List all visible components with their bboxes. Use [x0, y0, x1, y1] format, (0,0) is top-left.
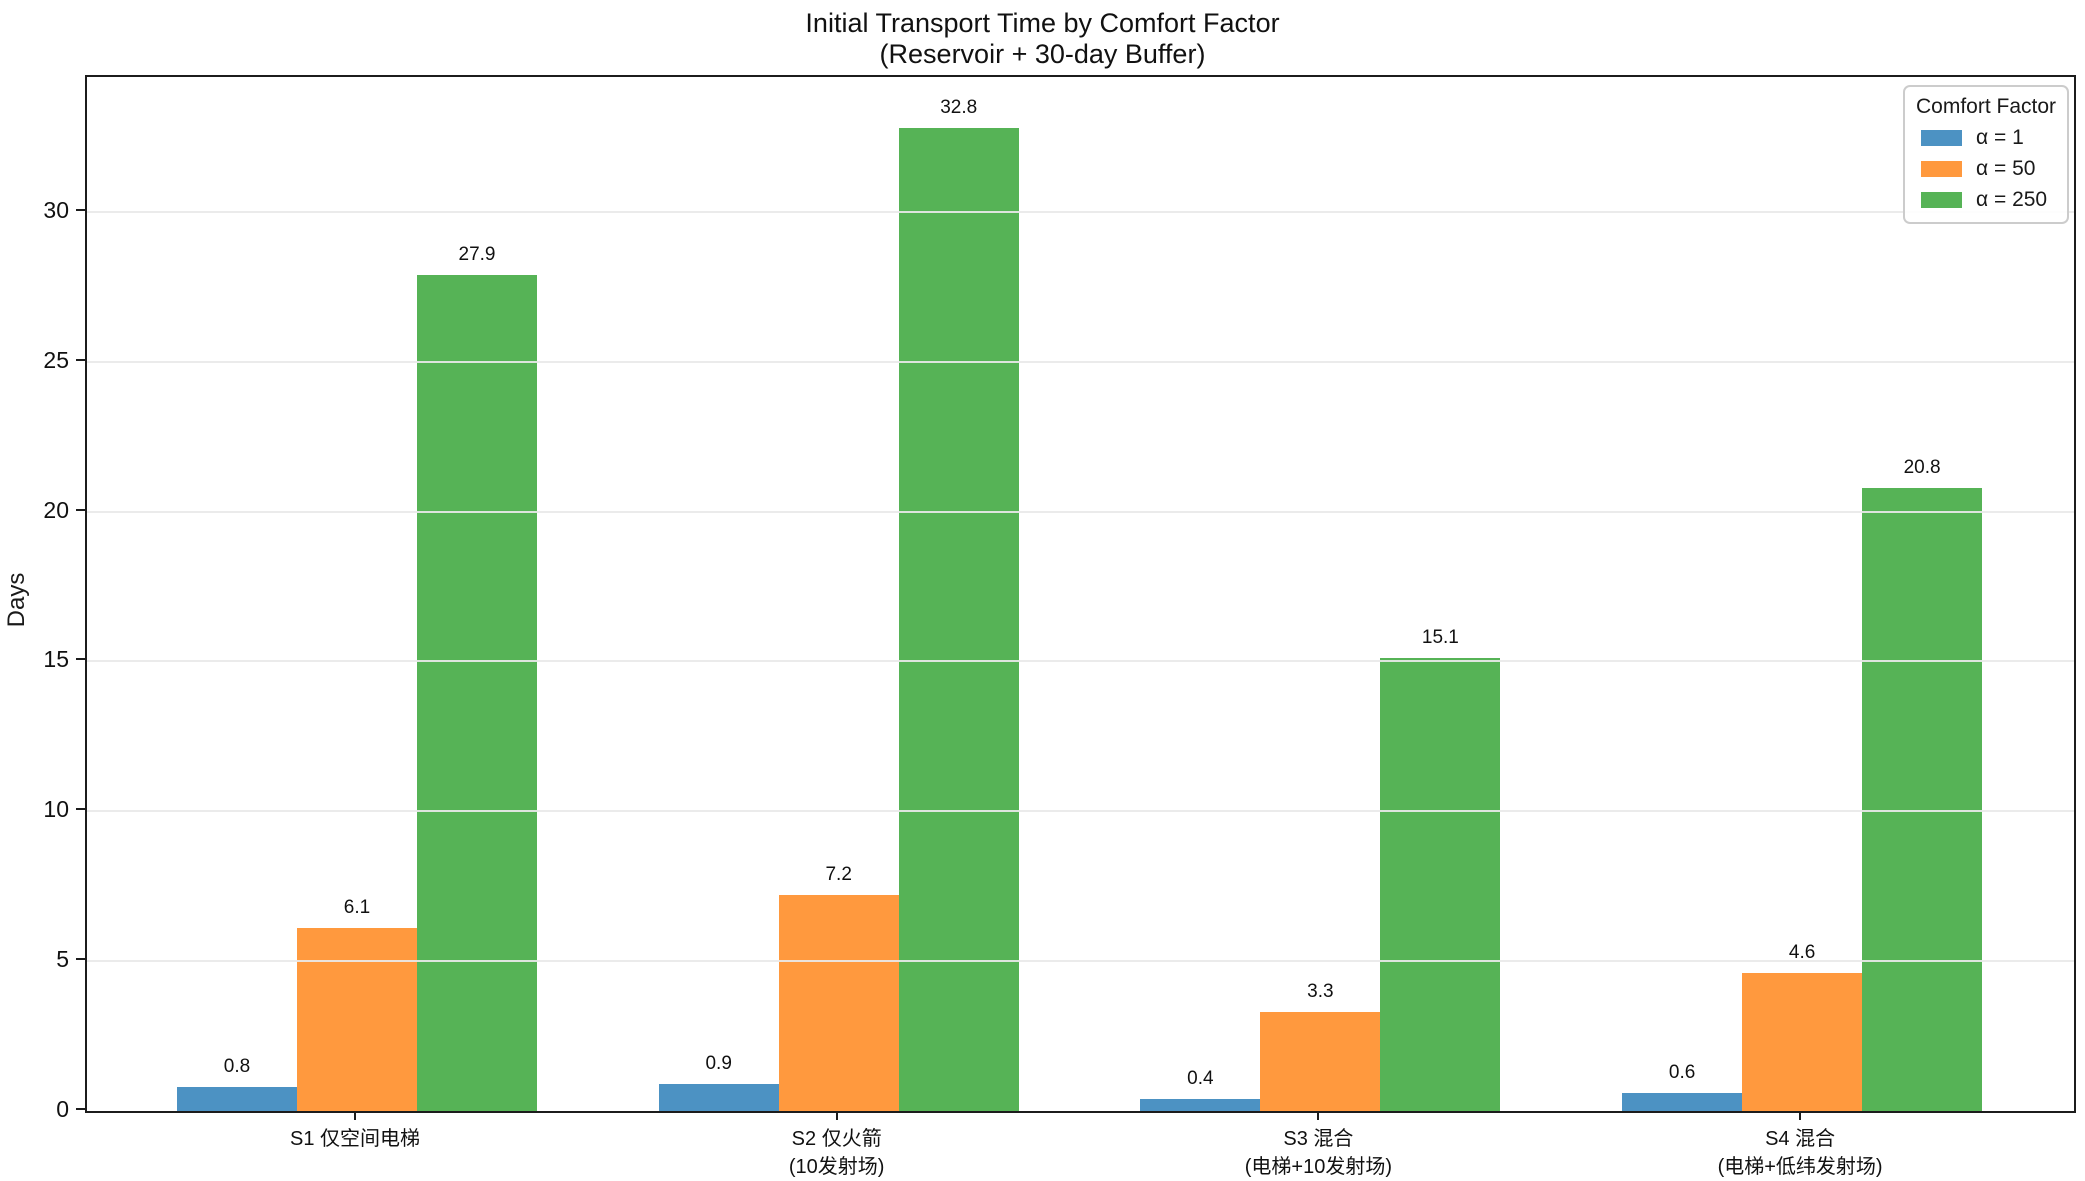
y-tick-label: 25	[43, 346, 69, 373]
value-label: 0.6	[1668, 1062, 1696, 1084]
value-label: 0.8	[223, 1056, 251, 1078]
value-label: 15.1	[1421, 627, 1459, 649]
x-tick-mark	[354, 1111, 356, 1120]
bar-series1-cat3	[1742, 973, 1863, 1111]
y-tick-mark	[76, 958, 85, 961]
value-label: 3.3	[1307, 981, 1334, 1003]
legend-item-0: α = 1	[1915, 126, 2057, 150]
gridline	[87, 510, 2074, 513]
value-label: 27.9	[458, 243, 496, 265]
legend-item-2: α = 250	[1915, 188, 2057, 212]
x-tick-label: S2 仅火箭 (10发射场)	[788, 1128, 885, 1178]
gridline	[87, 360, 2074, 363]
y-tick-mark	[76, 208, 85, 211]
legend: Comfort Factor α = 1 α = 50 α = 250	[1903, 85, 2069, 224]
legend-swatch-icon	[1921, 161, 1962, 177]
y-tick-mark	[76, 508, 85, 511]
y-tick-label: 5	[56, 946, 69, 973]
chart-subtitle: (Reservoir + 30-day Buffer)	[879, 39, 1206, 69]
bar-series1-cat0	[297, 928, 417, 1111]
bar-series0-cat1	[658, 1084, 779, 1111]
value-label: 0.4	[1187, 1068, 1214, 1089]
x-tick-mark	[1799, 1111, 1802, 1120]
bar-series1-cat1	[778, 895, 899, 1111]
y-tick-mark	[76, 358, 85, 361]
y-tick-label: 0	[56, 1096, 69, 1122]
bar-series2-cat2	[1380, 658, 1501, 1111]
gridline	[87, 660, 2074, 663]
legend-label: α = 50	[1976, 157, 2036, 180]
bar-series2-cat1	[898, 127, 1019, 1111]
legend-item-1: α = 50	[1915, 157, 2057, 181]
value-label: 6.1	[343, 897, 371, 919]
gridline	[87, 210, 2074, 213]
value-label: 4.6	[1788, 942, 1816, 964]
x-tick-label: S1 仅空间电梯	[289, 1128, 421, 1150]
gridline	[87, 960, 2074, 963]
y-tick-label: 15	[43, 646, 69, 673]
x-tick-label: S4 混合 (电梯+低纬发射场)	[1717, 1128, 1883, 1178]
legend-items: α = 1 α = 50 α = 250	[1915, 126, 2057, 212]
legend-swatch-icon	[1921, 192, 1962, 208]
bar-series2-cat3	[1862, 487, 1983, 1111]
y-tick-mark	[76, 1108, 85, 1110]
bar-series0-cat2	[1140, 1099, 1261, 1111]
legend-title: Comfort Factor	[1915, 95, 2057, 118]
bar-series2-cat0	[417, 274, 537, 1111]
legend-swatch-icon	[1921, 130, 1962, 146]
y-tick-mark	[76, 658, 85, 661]
value-label: 32.8	[940, 96, 978, 118]
bar-series0-cat3	[1622, 1093, 1743, 1111]
chart-title: Initial Transport Time by Comfort Factor	[805, 8, 1280, 38]
bar-series1-cat2	[1260, 1012, 1381, 1111]
y-tick-label: 10	[43, 796, 69, 823]
bar-series0-cat0	[177, 1087, 297, 1111]
x-tick-label: S3 混合 (电梯+10发射场)	[1244, 1128, 1393, 1178]
x-tick-mark	[835, 1111, 838, 1120]
y-tick-mark	[76, 808, 85, 811]
value-label: 20.8	[1903, 456, 1941, 478]
legend-label: α = 1	[1976, 126, 2024, 149]
y-tick-label: 30	[43, 196, 69, 223]
plot-area: 0.8 0.9 0.4 0.6 6.1 7.2 3.3 4.6 27.9 32.8 15.1 20.8	[85, 75, 2076, 1113]
gridline	[87, 810, 2074, 813]
value-label: 7.2	[825, 864, 852, 886]
legend-label: α = 250	[1976, 188, 2048, 211]
x-tick-mark	[1317, 1111, 1320, 1120]
y-tick-label: 20	[43, 496, 69, 523]
value-label: 0.9	[705, 1053, 732, 1075]
